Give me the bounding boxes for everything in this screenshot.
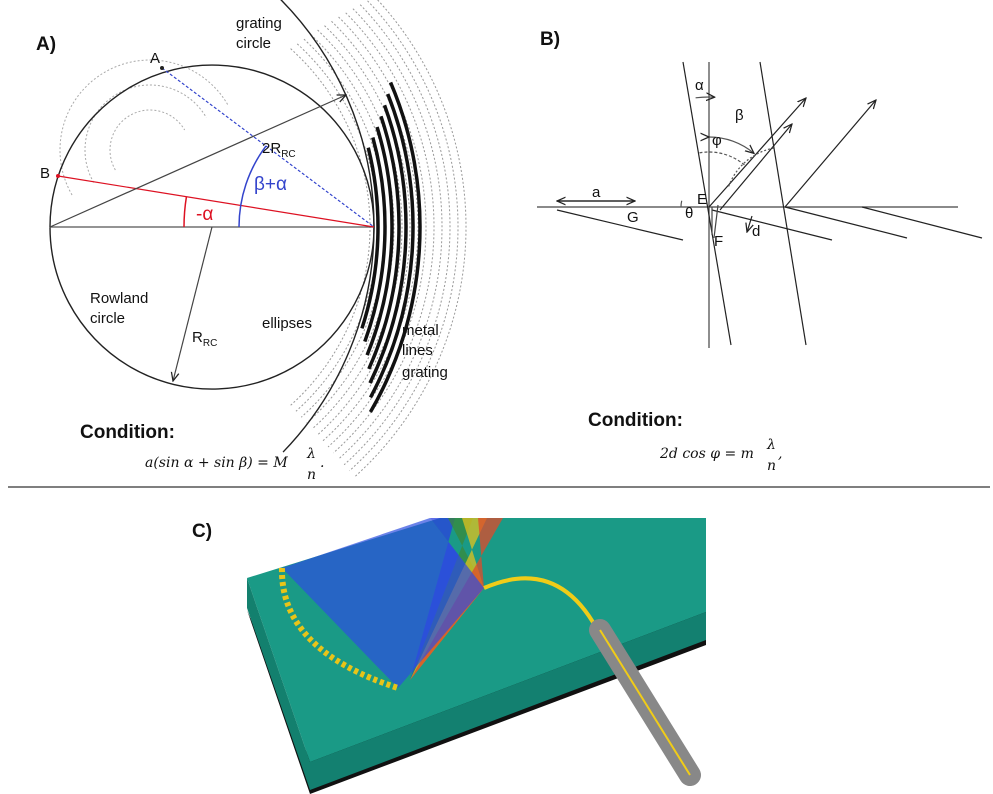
formula: 2d cos φ = m bbox=[659, 446, 754, 462]
line bbox=[747, 215, 752, 232]
line bbox=[173, 226, 213, 381]
arc bbox=[368, 93, 415, 399]
arc bbox=[368, 81, 422, 413]
arc bbox=[368, 104, 408, 384]
line bbox=[759, 61, 807, 346]
line bbox=[49, 95, 346, 228]
waveguide bbox=[483, 576, 602, 636]
grating-label: lines bbox=[402, 342, 433, 359]
formula: , bbox=[778, 446, 782, 462]
arc bbox=[295, 43, 379, 412]
arc bbox=[333, 12, 435, 454]
arc bbox=[365, 126, 394, 356]
shapes bbox=[8, 0, 990, 794]
formula-numerator: λ bbox=[766, 437, 776, 453]
panel-label: A) bbox=[36, 34, 56, 55]
ellipses-label: ellipses bbox=[262, 315, 312, 332]
arc bbox=[349, 0, 459, 472]
point bbox=[56, 174, 60, 178]
arc bbox=[343, 4, 451, 466]
arc bbox=[709, 137, 754, 153]
arc bbox=[59, 59, 229, 196]
angle-label: θ bbox=[685, 205, 693, 222]
diameter-main: 2R bbox=[262, 140, 281, 157]
grating bbox=[278, 567, 399, 691]
condition-label: Condition: bbox=[588, 410, 683, 431]
radius-label: RRC bbox=[192, 329, 217, 349]
arc bbox=[367, 115, 401, 370]
point-label: A bbox=[150, 50, 160, 67]
depth-label: d bbox=[752, 223, 760, 240]
rowland-label: circle bbox=[90, 310, 125, 327]
line bbox=[784, 206, 908, 239]
angle-label: β bbox=[735, 107, 744, 124]
grating-label: grating bbox=[402, 364, 448, 381]
grating-circle-label: circle bbox=[236, 35, 271, 52]
arc bbox=[338, 8, 443, 460]
angle-label: φ bbox=[712, 132, 722, 149]
arc bbox=[311, 29, 403, 430]
line bbox=[861, 206, 983, 239]
angle-label: β+α bbox=[254, 174, 287, 195]
arc bbox=[280, 0, 375, 453]
fiber-core bbox=[599, 629, 691, 776]
diameter-sub: RC bbox=[281, 149, 295, 160]
arc bbox=[699, 151, 747, 167]
point bbox=[160, 66, 164, 70]
formula-numerator: λ bbox=[306, 446, 316, 462]
angle-label: α bbox=[695, 77, 704, 94]
arc bbox=[238, 145, 267, 228]
arc bbox=[109, 109, 186, 171]
line bbox=[719, 124, 792, 211]
arc bbox=[695, 97, 715, 98]
grating-circle-label: grating bbox=[236, 15, 282, 32]
point-label: B bbox=[40, 165, 50, 182]
line bbox=[682, 61, 732, 346]
line bbox=[556, 209, 684, 241]
line bbox=[708, 98, 806, 208]
line bbox=[57, 175, 375, 228]
panel-label: B) bbox=[540, 29, 560, 50]
formula: . bbox=[320, 455, 324, 471]
formula-denominator: n bbox=[767, 458, 776, 474]
arc bbox=[322, 20, 419, 442]
condition-label: Condition: bbox=[80, 422, 175, 443]
rowland-label: Rowland bbox=[90, 290, 148, 307]
point-label: F bbox=[714, 233, 723, 250]
line bbox=[161, 67, 375, 228]
arc bbox=[728, 147, 775, 187]
line bbox=[784, 100, 876, 208]
radius-main: R bbox=[192, 329, 203, 346]
arc bbox=[363, 137, 387, 343]
point-label: E bbox=[697, 191, 707, 208]
period-label: a bbox=[592, 184, 601, 201]
arc bbox=[360, 147, 380, 329]
radius-sub: RC bbox=[203, 338, 217, 349]
grating-label: metal bbox=[402, 322, 439, 339]
arc bbox=[306, 34, 395, 424]
slab-side bbox=[247, 578, 310, 790]
arc bbox=[183, 196, 188, 228]
diameter-label: 2RRC bbox=[262, 140, 296, 160]
arc bbox=[317, 25, 411, 436]
arc bbox=[680, 200, 683, 208]
formula: a(sin α + sin β) = M bbox=[145, 455, 288, 471]
formula-denominator: n bbox=[307, 467, 316, 483]
arc bbox=[84, 84, 207, 183]
panel-label: C) bbox=[192, 521, 212, 542]
light-cone bbox=[282, 518, 484, 688]
angle-label: -α bbox=[196, 204, 213, 225]
line bbox=[713, 204, 719, 239]
arc bbox=[327, 16, 427, 448]
point-label: G bbox=[627, 209, 639, 226]
line bbox=[711, 209, 833, 241]
